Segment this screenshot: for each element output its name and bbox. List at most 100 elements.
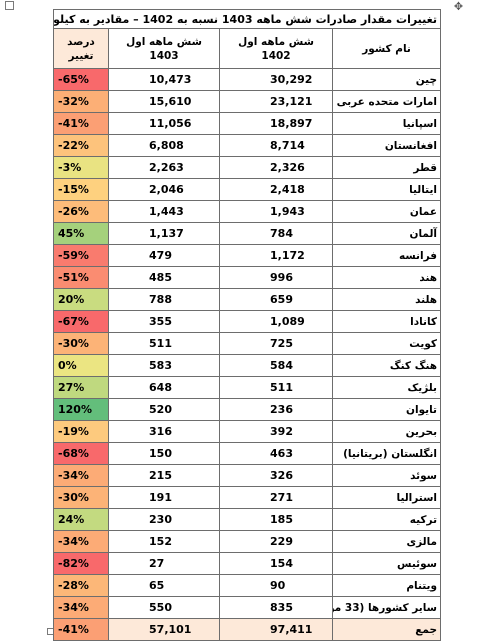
- value-1402-cell: 229: [219, 530, 334, 553]
- value-1402-cell: 326: [219, 464, 334, 487]
- country-cell: هنگ کنگ: [332, 354, 442, 377]
- change-percent-cell: 120%: [52, 398, 110, 421]
- change-percent-cell: -26%: [52, 200, 110, 223]
- value-1403-cell: 2,263: [108, 156, 221, 179]
- table-row: کویت 725 511 -30%: [52, 332, 442, 355]
- change-percent-cell: -15%: [52, 178, 110, 201]
- change-percent-cell: -65%: [52, 68, 110, 91]
- country-cell: بحرین: [332, 420, 442, 443]
- value-1402-cell: 23,121: [219, 90, 334, 113]
- table-row: مالزی 229 152 -34%: [52, 530, 442, 553]
- table-row: بلژیک 511 648 27%: [52, 376, 442, 399]
- change-percent-cell: -41%: [52, 112, 110, 135]
- country-cell: امارات متحده عربی: [332, 90, 442, 113]
- value-1403-cell: 479: [108, 244, 221, 267]
- value-1403-cell: 355: [108, 310, 221, 333]
- value-1402-cell: 835: [219, 596, 334, 619]
- table-row: بحرین 392 316 -19%: [52, 420, 442, 443]
- value-1402-cell: 97,411: [219, 618, 334, 641]
- value-1403-cell: 65: [108, 574, 221, 597]
- country-cell: سوئیس: [332, 552, 442, 575]
- table-row: ایتالیا 2,418 2,046 -15%: [52, 178, 442, 201]
- value-1402-cell: 30,292: [219, 68, 334, 91]
- change-percent-cell: -19%: [52, 420, 110, 443]
- header-change-line2: تغییر: [68, 49, 94, 62]
- header-change-line1: درصد: [67, 35, 95, 48]
- country-cell: جمع: [332, 618, 442, 641]
- value-1403-cell: 27: [108, 552, 221, 575]
- header-1402: شش ماهه اول 1402: [219, 28, 334, 69]
- value-1402-cell: 725: [219, 332, 334, 355]
- table-row: ترکیه 185 230 24%: [52, 508, 442, 531]
- value-1403-cell: 6,808: [108, 134, 221, 157]
- change-percent-cell: 27%: [52, 376, 110, 399]
- table-row: قطر 2,326 2,263 -3%: [52, 156, 442, 179]
- country-cell: آلمان: [332, 222, 442, 245]
- change-percent-cell: -30%: [52, 486, 110, 509]
- value-1403-cell: 152: [108, 530, 221, 553]
- table-row: چین 30,292 10,473 -65%: [52, 68, 442, 91]
- header-row: نام کشور شش ماهه اول 1402 شش ماهه اول 14…: [52, 28, 442, 69]
- change-percent-cell: -3%: [52, 156, 110, 179]
- value-1402-cell: 996: [219, 266, 334, 289]
- change-percent-cell: -59%: [52, 244, 110, 267]
- change-percent-cell: -32%: [52, 90, 110, 113]
- country-cell: ترکیه: [332, 508, 442, 531]
- table-row: فرانسه 1,172 479 -59%: [52, 244, 442, 267]
- resize-handle-top-left[interactable]: [5, 1, 14, 10]
- country-cell: کویت: [332, 332, 442, 355]
- table-row: هلند 659 788 20%: [52, 288, 442, 311]
- export-table-container: تغییرات مقدار صادرات شش ماهه 1403 نسبه ب…: [52, 9, 442, 641]
- table-row: سوئد 326 215 -34%: [52, 464, 442, 487]
- value-1402-cell: 185: [219, 508, 334, 531]
- country-cell: بلژیک: [332, 376, 442, 399]
- country-cell: افغانستان: [332, 134, 442, 157]
- change-percent-cell: 24%: [52, 508, 110, 531]
- change-percent-cell: -30%: [52, 332, 110, 355]
- change-percent-cell: -82%: [52, 552, 110, 575]
- country-cell: هلند: [332, 288, 442, 311]
- header-change: درصد تغییر: [52, 28, 110, 69]
- move-handle-icon[interactable]: ✥: [453, 0, 464, 13]
- country-cell: هند: [332, 266, 442, 289]
- change-percent-cell: -34%: [52, 464, 110, 487]
- change-percent-cell: -34%: [52, 530, 110, 553]
- table-row: ویتنام 90 65 -28%: [52, 574, 442, 597]
- value-1402-cell: 1,172: [219, 244, 334, 267]
- value-1403-cell: 1,443: [108, 200, 221, 223]
- value-1403-cell: 10,473: [108, 68, 221, 91]
- total-row: جمع 97,411 57,101 -41%: [52, 618, 442, 641]
- country-cell: استرالیا: [332, 486, 442, 509]
- table-row: عمان 1,943 1,443 -26%: [52, 200, 442, 223]
- table-row: انگلستان (بریتانیا) 463 150 -68%: [52, 442, 442, 465]
- change-percent-cell: -41%: [52, 618, 110, 641]
- country-cell: فرانسه: [332, 244, 442, 267]
- value-1403-cell: 215: [108, 464, 221, 487]
- value-1403-cell: 230: [108, 508, 221, 531]
- country-cell: مالزی: [332, 530, 442, 553]
- table-row: استرالیا 271 191 -30%: [52, 486, 442, 509]
- table-row: افغانستان 8,714 6,808 -22%: [52, 134, 442, 157]
- value-1402-cell: 463: [219, 442, 334, 465]
- change-percent-cell: 0%: [52, 354, 110, 377]
- value-1402-cell: 2,326: [219, 156, 334, 179]
- value-1403-cell: 485: [108, 266, 221, 289]
- value-1403-cell: 511: [108, 332, 221, 355]
- value-1403-cell: 648: [108, 376, 221, 399]
- value-1403-cell: 520: [108, 398, 221, 421]
- value-1402-cell: 659: [219, 288, 334, 311]
- change-percent-cell: 45%: [52, 222, 110, 245]
- table-row: امارات متحده عربی 23,121 15,610 -32%: [52, 90, 442, 113]
- value-1403-cell: 583: [108, 354, 221, 377]
- change-percent-cell: -28%: [52, 574, 110, 597]
- value-1402-cell: 511: [219, 376, 334, 399]
- value-1403-cell: 2,046: [108, 178, 221, 201]
- table-row: تایوان 236 520 120%: [52, 398, 442, 421]
- country-cell: ویتنام: [332, 574, 442, 597]
- value-1402-cell: 236: [219, 398, 334, 421]
- value-1403-cell: 11,056: [108, 112, 221, 135]
- table-row: آلمان 784 1,137 45%: [52, 222, 442, 245]
- country-cell: سایر کشورها (33 مورد): [332, 596, 442, 619]
- value-1403-cell: 1,137: [108, 222, 221, 245]
- table-row: هند 996 485 -51%: [52, 266, 442, 289]
